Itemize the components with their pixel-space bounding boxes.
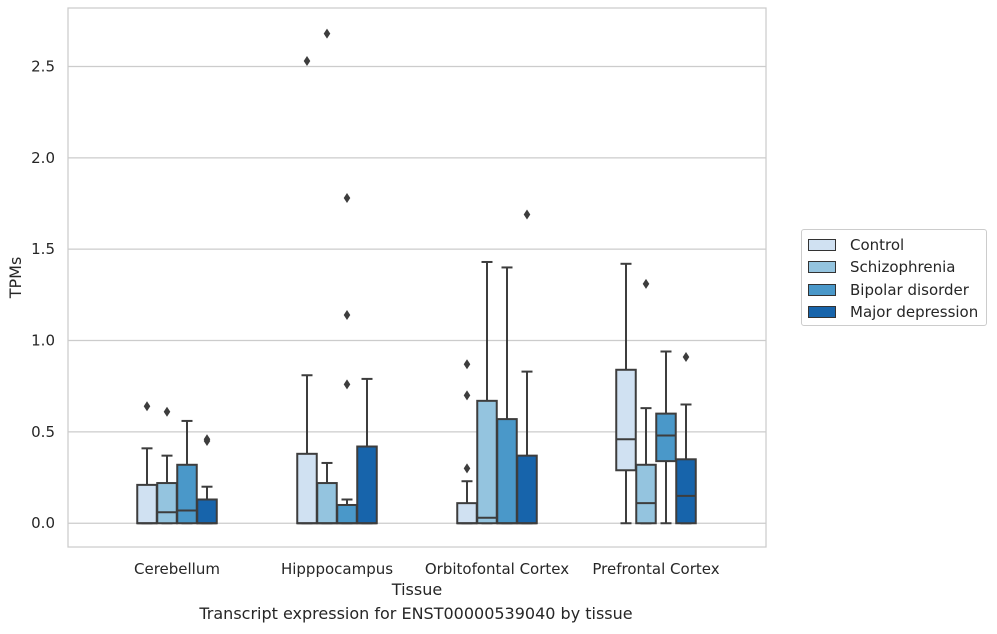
outlier-point xyxy=(682,351,690,362)
outlier-point xyxy=(163,406,171,417)
legend-label-schizophrenia: Schizophrenia xyxy=(850,258,956,276)
legend-item-major-depression: Major depression xyxy=(808,302,978,322)
box-iqr xyxy=(675,458,697,525)
outlier-point xyxy=(343,309,351,320)
y-tick-label: 1.0 xyxy=(31,332,55,350)
box-iqr xyxy=(635,463,657,525)
outlier-point xyxy=(343,193,351,204)
legend-label-bipolar-disorder: Bipolar disorder xyxy=(850,281,969,299)
box-cerebellum-schizophrenia xyxy=(156,406,178,525)
box-iqr xyxy=(496,418,518,525)
x-tick-label-prefrontal-cortex: Prefrontal Cortex xyxy=(592,560,719,578)
legend-label-major-depression: Major depression xyxy=(850,303,979,321)
x-tick-label-orbitofontal-cortex: Orbitofontal Cortex xyxy=(425,560,569,578)
outlier-point xyxy=(523,209,531,220)
x-tick-labels: Cerebellum Hipppocampus Orbitofontal Corte… xyxy=(134,560,720,578)
box-hipppocampus-major-depression xyxy=(356,377,378,525)
x-axis-label: Tissue xyxy=(391,580,442,599)
legend-swatch-major-depression xyxy=(808,306,836,318)
outlier-point xyxy=(642,278,650,289)
box-iqr xyxy=(356,445,378,525)
outlier-point xyxy=(323,28,331,39)
box-iqr xyxy=(316,482,338,525)
x-tick-label-cerebellum: Cerebellum xyxy=(134,560,220,578)
outlier-point xyxy=(463,390,471,401)
box-prefrontal-cortex-major-depression xyxy=(675,351,697,525)
box-prefrontal-cortex-control xyxy=(615,262,637,525)
outlier-point xyxy=(303,55,311,66)
y-tick-label: 0.0 xyxy=(31,514,55,532)
box-iqr xyxy=(296,452,318,525)
y-tick-label: 2.5 xyxy=(31,57,55,75)
box-iqr xyxy=(176,463,198,525)
box-prefrontal-cortex-bipolar-disorder xyxy=(655,350,677,525)
y-tick-label: 0.5 xyxy=(31,423,55,441)
outlier-point xyxy=(343,379,351,390)
box-iqr xyxy=(476,399,498,525)
box-iqr xyxy=(456,502,478,525)
y-tick-label: 1.5 xyxy=(31,240,55,258)
legend-item-control: Control xyxy=(808,235,904,255)
box-iqr xyxy=(136,483,158,525)
outlier-point xyxy=(143,401,151,412)
legend-swatch-control xyxy=(808,239,836,251)
box-iqr xyxy=(336,503,358,525)
box-cerebellum-bipolar-disorder xyxy=(176,419,198,525)
box-iqr xyxy=(156,482,178,525)
box-orbitofontal-cortex-schizophrenia xyxy=(476,260,498,525)
legend-swatch-schizophrenia xyxy=(808,261,836,273)
box-hipppocampus-bipolar-disorder xyxy=(336,193,358,525)
box-prefrontal-cortex-schizophrenia xyxy=(635,278,657,525)
box-orbitofontal-cortex-bipolar-disorder xyxy=(496,266,518,525)
box-cerebellum-major-depression xyxy=(196,434,218,525)
x-tick-label-hipppocampus: Hipppocampus xyxy=(281,560,393,578)
plot-frame xyxy=(67,7,767,548)
outlier-point xyxy=(463,359,471,370)
box-plot: 0.0 0.5 1.0 1.5 2.0 2.5 Cerebellum Hipppocampu… xyxy=(6,7,767,599)
box-hipppocampus-schizophrenia xyxy=(316,28,338,525)
y-tick-label: 2.0 xyxy=(31,149,55,167)
box-iqr xyxy=(516,454,538,525)
box-iqr xyxy=(655,412,677,463)
box-cerebellum-control xyxy=(136,401,158,525)
legend: Control Schizophrenia Bipolar disorder M… xyxy=(801,229,987,326)
outlier-point xyxy=(203,434,211,445)
outlier-point xyxy=(463,463,471,474)
legend-swatch-bipolar-disorder xyxy=(808,284,836,296)
legend-label-control: Control xyxy=(850,236,905,254)
y-tick-labels: 0.0 0.5 1.0 1.5 2.0 2.5 xyxy=(31,57,55,532)
y-axis-label: TPMs xyxy=(6,257,25,300)
figure-caption: Transcript expression for ENST0000053904… xyxy=(199,604,633,623)
box-orbitofontal-cortex-control xyxy=(456,359,478,525)
legend-item-bipolar-disorder: Bipolar disorder xyxy=(808,280,969,300)
box-hipppocampus-control xyxy=(296,55,318,525)
box-iqr xyxy=(615,368,637,472)
box-iqr xyxy=(196,498,218,525)
legend-item-schizophrenia: Schizophrenia xyxy=(808,257,955,277)
box-orbitofontal-cortex-major-depression xyxy=(516,209,538,525)
box-layer xyxy=(136,28,697,525)
